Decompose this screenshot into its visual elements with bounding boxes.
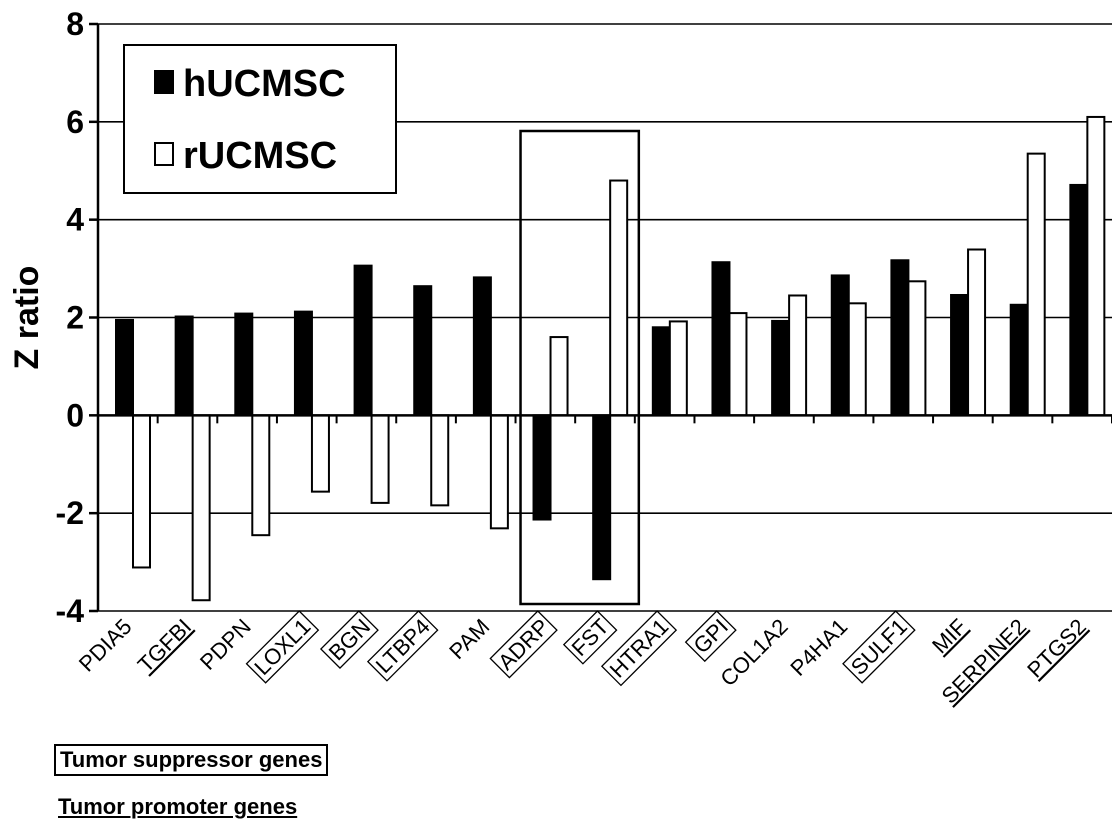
bar-rUCMSC-P4HA1 (847, 302, 867, 417)
bar-hUCMSC-MIF (950, 293, 970, 417)
bar-rUCMSC-SULF1 (907, 280, 927, 417)
bar-rUCMSC-COL1A2 (788, 294, 808, 417)
category-label-box (562, 610, 618, 665)
bar-rUCMSC-TGFBI (191, 414, 211, 602)
bar-hUCMSC-SERPINE2 (1009, 303, 1029, 417)
category-label: PTGS2 (1022, 614, 1091, 683)
bar-hUCMSC-GPI (711, 261, 731, 417)
bar-hUCMSC-PDIA5 (115, 318, 134, 417)
y-axis-label: Z ratio (8, 266, 46, 370)
category-label-box (489, 610, 558, 679)
legend-swatch-hUCMSC (154, 70, 174, 94)
bar-hUCMSC-P4HA1 (830, 274, 850, 417)
bar-hUCMSC-LTBP4 (413, 285, 433, 417)
y-tick-label: 6 (66, 104, 84, 140)
category-label: PAM (444, 614, 494, 664)
bar-rUCMSC-FST (609, 179, 629, 417)
y-tick-label: 0 (66, 397, 84, 433)
legend-label-hUCMSC: hUCMSC (183, 63, 346, 105)
bar-hUCMSC-COL1A2 (771, 319, 791, 417)
bar-rUCMSC-MIF (967, 248, 987, 417)
bar-hUCMSC-LOXL1 (293, 310, 313, 417)
category-label: P4HA1 (785, 614, 852, 681)
bar-rUCMSC-PAM (489, 414, 509, 530)
category-label: TGFBI (133, 614, 196, 677)
bar-rUCMSC-PDIA5 (132, 414, 151, 569)
bar-hUCMSC-PDPN (234, 312, 254, 417)
bar-hUCMSC-SULF1 (890, 259, 910, 417)
bar-hUCMSC-ADRP (532, 414, 552, 521)
category-label-box (684, 610, 737, 663)
y-tick-label: -4 (56, 593, 85, 629)
bar-rUCMSC-LTBP4 (430, 414, 450, 507)
bar-rUCMSC-PTGS2 (1086, 115, 1106, 417)
bar-hUCMSC-BGN (353, 264, 373, 417)
legend-swatch-rUCMSC (154, 142, 174, 166)
category-label-box (842, 610, 916, 684)
bar-rUCMSC-LOXL1 (310, 414, 330, 493)
category-label: ADRP (493, 614, 554, 675)
category-label: PDPN (195, 614, 256, 675)
category-label: LTBP4 (371, 614, 435, 678)
bar-hUCMSC-FST (592, 414, 612, 581)
bar-rUCMSC-GPI (728, 312, 748, 417)
category-label-box (245, 610, 320, 684)
bar-hUCMSC-HTRA1 (651, 326, 671, 417)
category-label-box (600, 610, 678, 687)
category-label: BGN (324, 614, 375, 665)
y-tick-label: -2 (56, 495, 84, 531)
bar-hUCMSC-PAM (472, 276, 492, 417)
bar-rUCMSC-SERPINE2 (1026, 152, 1046, 417)
category-label-box (319, 610, 379, 670)
category-label: SULF1 (846, 614, 912, 680)
category-label: LOXL1 (249, 614, 315, 680)
bar-hUCMSC-TGFBI (174, 315, 194, 417)
highlight-box (519, 129, 641, 606)
y-tick-label: 8 (66, 6, 84, 42)
legend-label-rUCMSC: rUCMSC (183, 135, 337, 177)
bar-hUCMSC-PTGS2 (1069, 183, 1089, 417)
bar-rUCMSC-HTRA1 (668, 320, 688, 417)
bar-rUCMSC-PDPN (251, 414, 271, 537)
y-tick-label: 2 (66, 300, 84, 336)
tumor-promoter-note: Tumor promoter genes (58, 794, 298, 819)
y-tick-label: 4 (66, 202, 84, 238)
category-label-box (366, 610, 439, 682)
bar-rUCMSC-ADRP (549, 336, 569, 417)
bar-rUCMSC-BGN (370, 414, 390, 504)
tumor-suppressor-note: Tumor suppressor genes (54, 744, 329, 776)
category-label: HTRA1 (605, 614, 674, 683)
category-label: MIF (927, 614, 971, 658)
legend-box (123, 44, 397, 194)
